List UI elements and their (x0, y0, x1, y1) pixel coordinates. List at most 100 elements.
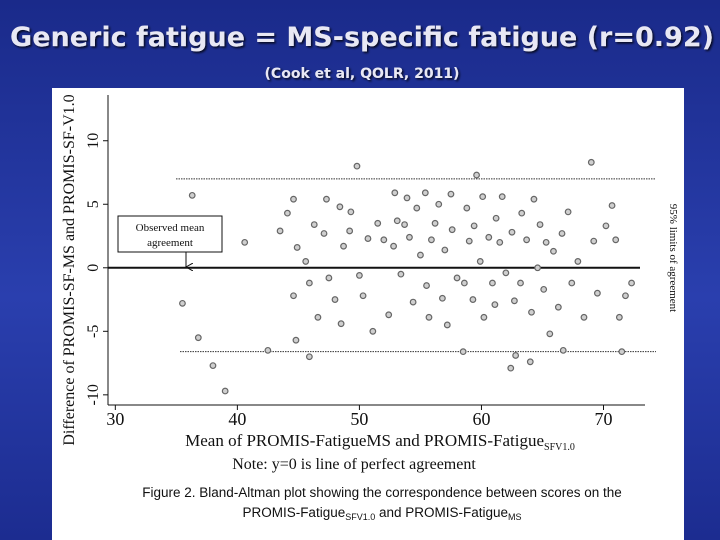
y-tick-label: 5 (85, 200, 102, 208)
point (293, 244, 301, 251)
point (391, 189, 399, 197)
point (340, 242, 347, 250)
point (518, 209, 526, 217)
point (594, 289, 601, 297)
point (447, 190, 455, 198)
point (403, 194, 411, 202)
x-tick-label: 70 (595, 409, 613, 429)
point (364, 235, 372, 242)
point (417, 251, 424, 259)
point (568, 279, 576, 287)
y-tick-label: 0 (85, 264, 102, 272)
point (512, 352, 520, 359)
caption-part: PROMIS-Fatigue (242, 505, 345, 520)
point (473, 171, 480, 179)
point (359, 292, 367, 300)
x-axis-label: Mean of PROMIS-FatigueMS and PROMIS-Fati… (185, 431, 575, 453)
note: Note: y=0 is line of perfect agreement (232, 456, 476, 473)
point (346, 227, 354, 235)
figure-panel (52, 88, 684, 540)
annotation-text: agreement (147, 237, 193, 249)
point (302, 258, 310, 265)
point (264, 346, 272, 354)
point (310, 221, 318, 228)
caption: PROMIS-FatigueSFV1.0 and PROMIS-FatigueM… (242, 505, 521, 522)
point (188, 191, 196, 199)
x-tick-label: 40 (228, 409, 246, 429)
point (356, 272, 363, 279)
plot: -10 -5 0 5 10 30 40 50 60 70 (85, 95, 656, 429)
point (406, 233, 413, 241)
point (508, 228, 516, 236)
y-axis-label: Difference of PROMIS-SF-MS and PROMIS-SF… (61, 94, 78, 445)
point (622, 292, 629, 300)
caption-sub: SFV1.0 (345, 512, 375, 522)
point (526, 358, 534, 366)
point (469, 296, 477, 303)
point (540, 285, 548, 293)
point (441, 246, 449, 254)
point (536, 221, 544, 228)
caption: Figure 2. Bland-Altman plot showing the … (142, 485, 622, 500)
slide-subtitle: (Cook et al, QOLR, 2011) (265, 66, 460, 82)
point (431, 219, 439, 227)
point (428, 236, 435, 244)
point (546, 330, 554, 338)
point (550, 247, 557, 255)
point (369, 327, 377, 335)
point (425, 313, 433, 321)
point (559, 346, 567, 354)
point (479, 193, 487, 201)
point (347, 208, 355, 216)
point (558, 230, 566, 237)
caption-sub: MS (508, 512, 522, 522)
point (276, 227, 284, 235)
point (574, 258, 582, 265)
point (628, 279, 635, 287)
point (284, 209, 291, 217)
point (460, 279, 468, 287)
point (476, 258, 484, 265)
y-tick-label: 10 (85, 133, 102, 149)
x-axis-label-text: Mean of PROMIS-FatigueMS and PROMIS-Fati… (185, 431, 544, 450)
point (374, 219, 382, 227)
point (463, 204, 471, 212)
x-tick-label: 50 (350, 409, 368, 429)
point (221, 387, 229, 395)
point (602, 222, 610, 230)
point (554, 303, 562, 311)
point (517, 279, 524, 287)
point (423, 282, 430, 289)
point (498, 193, 506, 201)
point (612, 236, 620, 244)
point (194, 334, 202, 342)
x-tick-label: 30 (106, 409, 124, 429)
point (608, 202, 616, 209)
point (353, 162, 361, 170)
x-axis-label-sub: SFV1.0 (544, 442, 575, 453)
point (380, 236, 388, 244)
y-tick-label: -10 (85, 384, 102, 405)
point (337, 320, 345, 328)
point (530, 195, 538, 203)
point (618, 348, 626, 356)
point (421, 189, 429, 197)
point (492, 214, 500, 222)
point (439, 294, 446, 302)
point (390, 242, 397, 250)
point (485, 233, 493, 241)
point (443, 321, 451, 329)
point (564, 208, 572, 216)
point (534, 264, 541, 272)
annotation-box (117, 215, 223, 253)
point (323, 195, 330, 203)
point (305, 279, 313, 287)
y-tick-label: -5 (85, 325, 102, 338)
point (496, 238, 504, 246)
x-tick-label: 60 (472, 409, 490, 429)
point (491, 301, 499, 309)
point (470, 222, 478, 230)
point (314, 313, 322, 321)
point (292, 336, 300, 344)
